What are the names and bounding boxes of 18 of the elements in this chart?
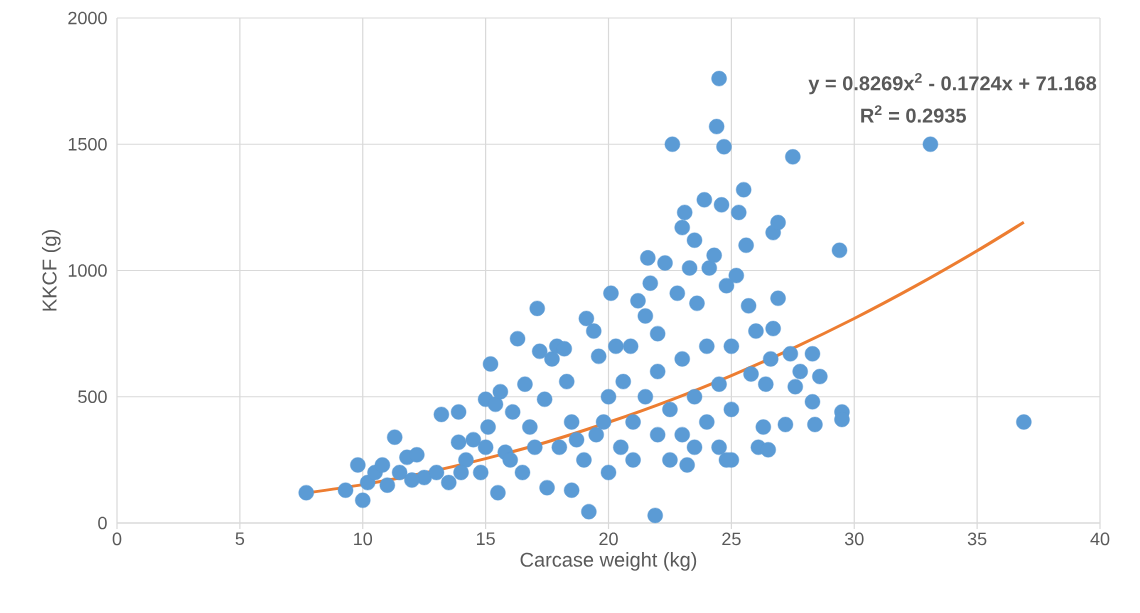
y-tick-label: 1500 <box>68 137 107 151</box>
x-tick-label: 25 <box>722 532 741 546</box>
x-tick-label: 20 <box>599 532 618 546</box>
x-tick-label: 40 <box>1090 532 1110 546</box>
x-tick-label: 0 <box>112 532 122 546</box>
y-tick-label: 2000 <box>68 11 107 25</box>
x-tick-label: 5 <box>235 532 245 546</box>
x-tick-label: 35 <box>967 532 987 546</box>
x-tick-label: 10 <box>354 532 373 546</box>
y-tick-label: 0 <box>98 516 107 530</box>
x-axis-title: Carcase weight (kg) <box>520 552 697 571</box>
y-axis-title: KKCF (g) <box>41 230 61 311</box>
y-tick-label: 500 <box>78 390 107 404</box>
text: R$^{2}$ = 0.2935 <box>861 105 966 123</box>
text: y = 0.8269x$^{2}$ - 0.1724x + 71.168 <box>808 72 1097 95</box>
y-tick-label: 1000 <box>68 264 107 277</box>
x-tick-label: 30 <box>844 532 864 546</box>
x-tick-label: 15 <box>476 532 495 546</box>
